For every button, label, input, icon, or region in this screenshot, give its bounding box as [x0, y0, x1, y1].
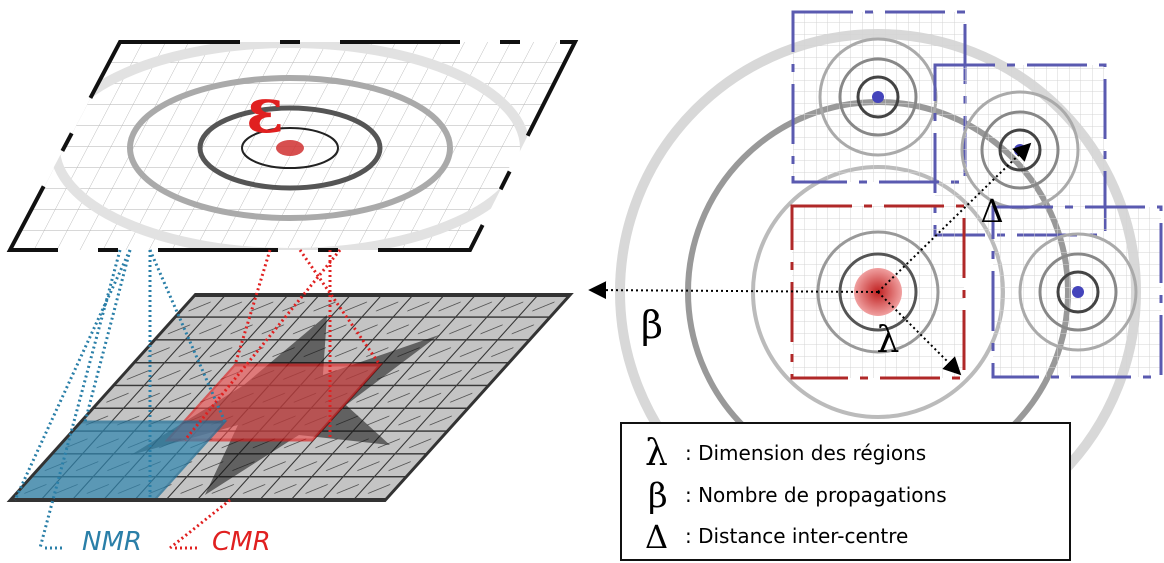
arrows: [588, 142, 1032, 376]
projection-lines: [13, 249, 382, 550]
legend-text: : Nombre de propagations: [685, 483, 947, 507]
beta-label: β: [641, 303, 663, 347]
cmr-label: CMR: [212, 527, 271, 557]
legend-text: : Dimension des régions: [685, 441, 926, 465]
blue-region: [991, 205, 1163, 379]
bottom-plane: [6, 293, 574, 502]
legend-symbol: λ: [645, 433, 668, 474]
regions: [790, 10, 1163, 380]
epsilon-label: ε: [246, 74, 284, 147]
legend-text: : Distance inter-centre: [685, 524, 908, 548]
legend-symbol: β: [648, 476, 668, 516]
legend-symbol: Δ: [645, 518, 668, 556]
top-plane: [6, 40, 579, 252]
lambda-label: λ: [877, 320, 900, 361]
nmr-label: NMR: [82, 527, 142, 557]
delta-label: Δ: [980, 192, 1003, 230]
legend: λ : Dimension des régions β : Nombre de …: [620, 422, 1071, 561]
